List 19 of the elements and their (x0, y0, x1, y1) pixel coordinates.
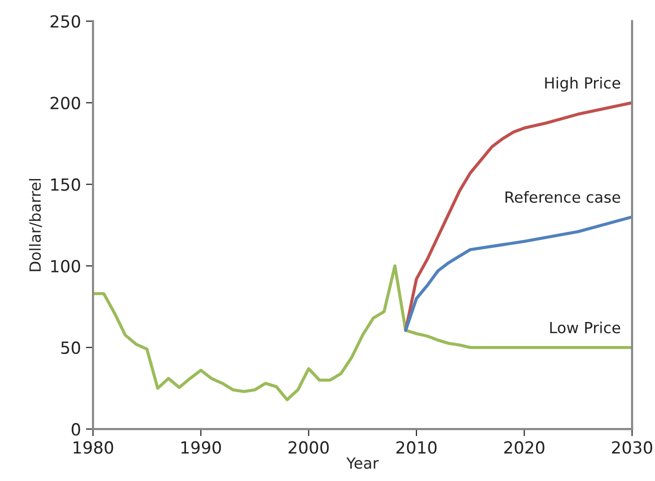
series-label: High Price (545, 76, 620, 92)
y-tick-label: 200 (50, 96, 80, 110)
x-tick-label: 2030 (612, 441, 652, 454)
x-tick-label: 1980 (74, 441, 114, 454)
y-tick-label: 100 (51, 260, 80, 272)
y-tick-label: 50 (61, 341, 80, 354)
y-axis-title: Dollar/barrel (29, 179, 42, 272)
x-tick-label: 2010 (396, 441, 437, 454)
x-axis-title: Year (346, 457, 379, 469)
y-tick-label: 0 (72, 423, 80, 436)
x-tick-label: 1990 (181, 441, 221, 454)
x-tick-label: 2020 (504, 441, 544, 454)
y-tick-label: 250 (50, 15, 80, 28)
series-label: Low Price (550, 322, 620, 334)
line-series (404, 215, 632, 332)
line-series (93, 264, 632, 402)
series-label: Reference case (506, 191, 620, 203)
y-tick-label: 150 (51, 178, 80, 191)
x-tick-label: 2000 (288, 441, 329, 454)
